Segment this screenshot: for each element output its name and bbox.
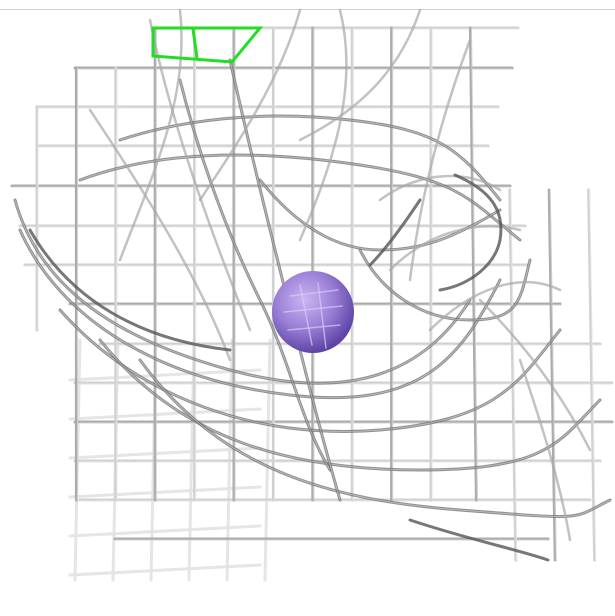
sphere-wire	[299, 284, 313, 346]
rim-edge	[368, 198, 422, 267]
sphere-wire	[283, 305, 343, 313]
sphere-body	[272, 271, 354, 353]
flow-curve	[388, 225, 522, 272]
flow-curve	[88, 108, 232, 362]
mesh-column-edge	[587, 188, 597, 562]
flow-curve	[198, 8, 302, 202]
contour-highlight	[259, 179, 501, 251]
flow-curve	[118, 8, 183, 262]
flow-curve	[298, 8, 348, 242]
mesh-front-layer	[28, 173, 550, 562]
mesh-grid-layer	[10, 26, 614, 562]
ligand-sphere[interactable]	[272, 271, 354, 353]
mesh-column-highlight	[549, 189, 557, 561]
sphere-wire	[289, 289, 339, 297]
mesh-column-highlight	[510, 189, 518, 561]
sphere-wire	[287, 324, 341, 331]
back-lobe-edge	[68, 446, 262, 460]
rim-edge	[28, 228, 232, 352]
flow-curve	[298, 8, 422, 142]
flow-curve	[378, 174, 502, 202]
contour-highlight	[79, 154, 521, 241]
contour-highlight	[359, 249, 531, 321]
contour-highlight	[99, 339, 601, 471]
flow-curve	[478, 298, 592, 452]
rim-edge	[438, 173, 503, 292]
back-lobe-edge	[68, 368, 262, 382]
rim-edge	[408, 518, 550, 562]
contour-highlight	[14, 199, 471, 384]
flow-curve	[148, 18, 252, 332]
contour-highlight	[59, 309, 561, 432]
back-lobe-edge	[68, 563, 262, 577]
viewport-top-border	[0, 0, 615, 10]
contour-curve	[98, 338, 602, 472]
contour-highlight	[19, 229, 501, 399]
mesh-column-highlight	[589, 189, 596, 561]
sphere-wire-overlay	[283, 282, 343, 349]
selection-outline[interactable]	[151, 26, 264, 64]
mesh-column-edge	[508, 188, 518, 562]
sphere-wire	[317, 282, 327, 349]
flow-curve	[518, 358, 572, 542]
back-lobe-edge	[68, 407, 262, 421]
mesh-curves-layer	[13, 8, 612, 542]
flow-curve	[428, 281, 562, 332]
back-lobe-edge	[68, 524, 262, 538]
mesh-column-highlight	[470, 27, 478, 501]
contour-highlight	[179, 79, 331, 471]
contour-curve	[258, 178, 502, 252]
selection-divider	[191, 28, 199, 59]
mesh-column-edge	[547, 188, 557, 562]
mesh-column-edge	[468, 26, 478, 502]
contour-highlight	[139, 359, 611, 517]
back-lobe-edge	[68, 485, 262, 499]
flow-curve	[408, 38, 472, 282]
